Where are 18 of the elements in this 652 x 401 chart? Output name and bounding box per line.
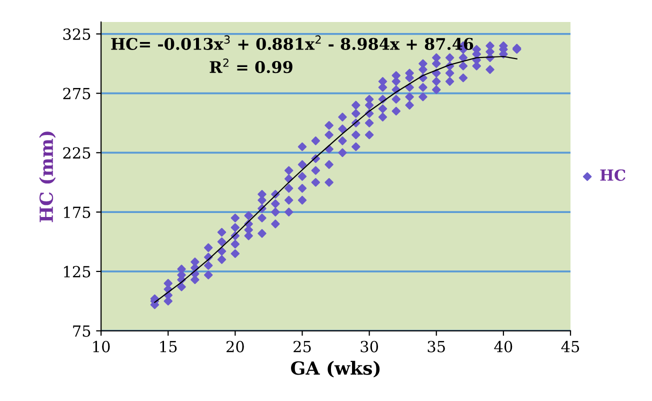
y-tick-label: 275 — [63, 88, 90, 100]
y-axis-title: HC (mm) — [39, 132, 56, 222]
x-tick-label: 10 — [93, 340, 110, 352]
x-tick-label: 25 — [294, 340, 311, 352]
x-tick-label: 20 — [226, 340, 244, 352]
annotation: R$^{2}$ = 0.99 — [210, 58, 292, 74]
x-tick-label: 15 — [160, 340, 177, 352]
x-tick-label: 35 — [428, 340, 445, 352]
x-tick-label: 40 — [494, 340, 512, 352]
legend-label: HC — [600, 169, 626, 181]
y-tick-label: 125 — [64, 266, 90, 278]
y-tick-label: 75 — [73, 325, 90, 337]
x-tick-label: 30 — [360, 340, 378, 352]
y-tick-label: 175 — [64, 206, 90, 218]
x-tick-label: 45 — [561, 340, 580, 352]
y-tick-label: 225 — [63, 147, 90, 159]
y-tick-label: 325 — [63, 28, 90, 40]
x-axis-title: GA (wks) — [291, 360, 380, 378]
